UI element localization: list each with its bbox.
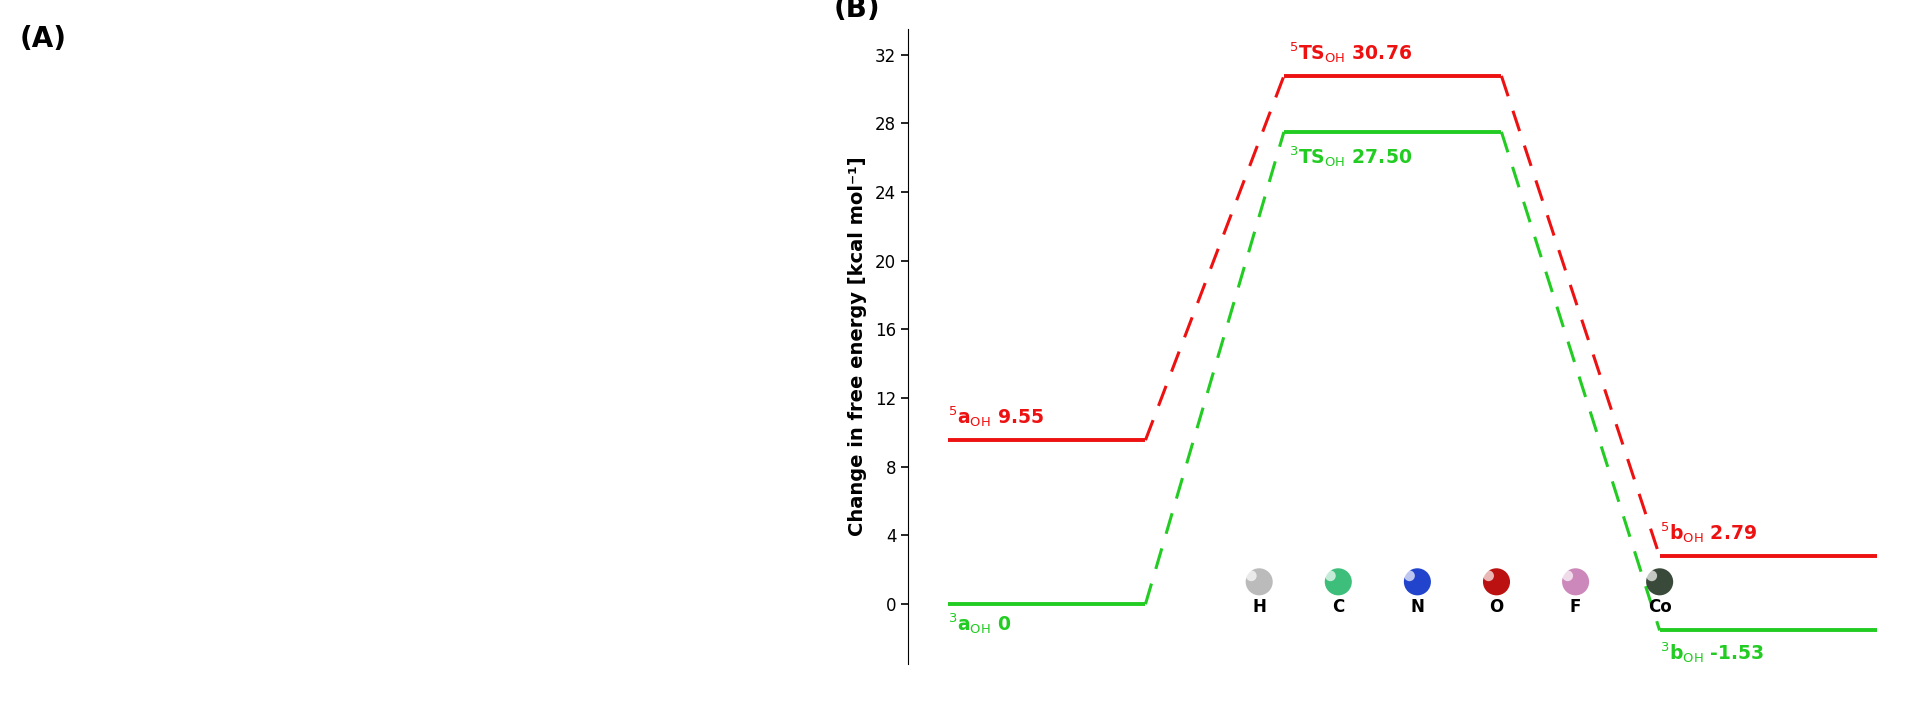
- Point: [1315, 570, 1346, 582]
- Point: [1402, 576, 1432, 588]
- Point: [1561, 576, 1592, 588]
- Point: [1236, 570, 1267, 582]
- Text: $^{3}$a$_{\mathrm{OH}}$ 0: $^{3}$a$_{\mathrm{OH}}$ 0: [948, 611, 1012, 636]
- Text: H: H: [1252, 598, 1265, 616]
- Point: [1323, 576, 1354, 588]
- Text: O: O: [1490, 598, 1503, 616]
- Text: $^{5}$TS$_{\mathrm{OH}}$ 30.76: $^{5}$TS$_{\mathrm{OH}}$ 30.76: [1288, 40, 1411, 65]
- Point: [1473, 570, 1503, 582]
- Point: [1394, 570, 1425, 582]
- Text: $^{3}$TS$_{\mathrm{OH}}$ 27.50: $^{3}$TS$_{\mathrm{OH}}$ 27.50: [1288, 144, 1411, 169]
- Text: $^{5}$a$_{\mathrm{OH}}$ 9.55: $^{5}$a$_{\mathrm{OH}}$ 9.55: [948, 404, 1044, 429]
- Text: Co: Co: [1647, 598, 1672, 616]
- Point: [1636, 570, 1667, 582]
- Text: $^{3}$b$_{\mathrm{OH}}$ -1.53: $^{3}$b$_{\mathrm{OH}}$ -1.53: [1659, 640, 1764, 665]
- Text: $^{5}$b$_{\mathrm{OH}}$ 2.79: $^{5}$b$_{\mathrm{OH}}$ 2.79: [1659, 520, 1757, 545]
- Point: [1244, 576, 1275, 588]
- Text: C: C: [1332, 598, 1344, 616]
- Point: [1644, 576, 1674, 588]
- Point: [1480, 576, 1511, 588]
- Text: N: N: [1411, 598, 1425, 616]
- Y-axis label: Change in free energy [kcal mol⁻¹]: Change in free energy [kcal mol⁻¹]: [849, 157, 866, 536]
- Text: (B): (B): [833, 0, 881, 22]
- Text: (A): (A): [19, 25, 67, 53]
- Point: [1553, 570, 1584, 582]
- Text: F: F: [1571, 598, 1582, 616]
